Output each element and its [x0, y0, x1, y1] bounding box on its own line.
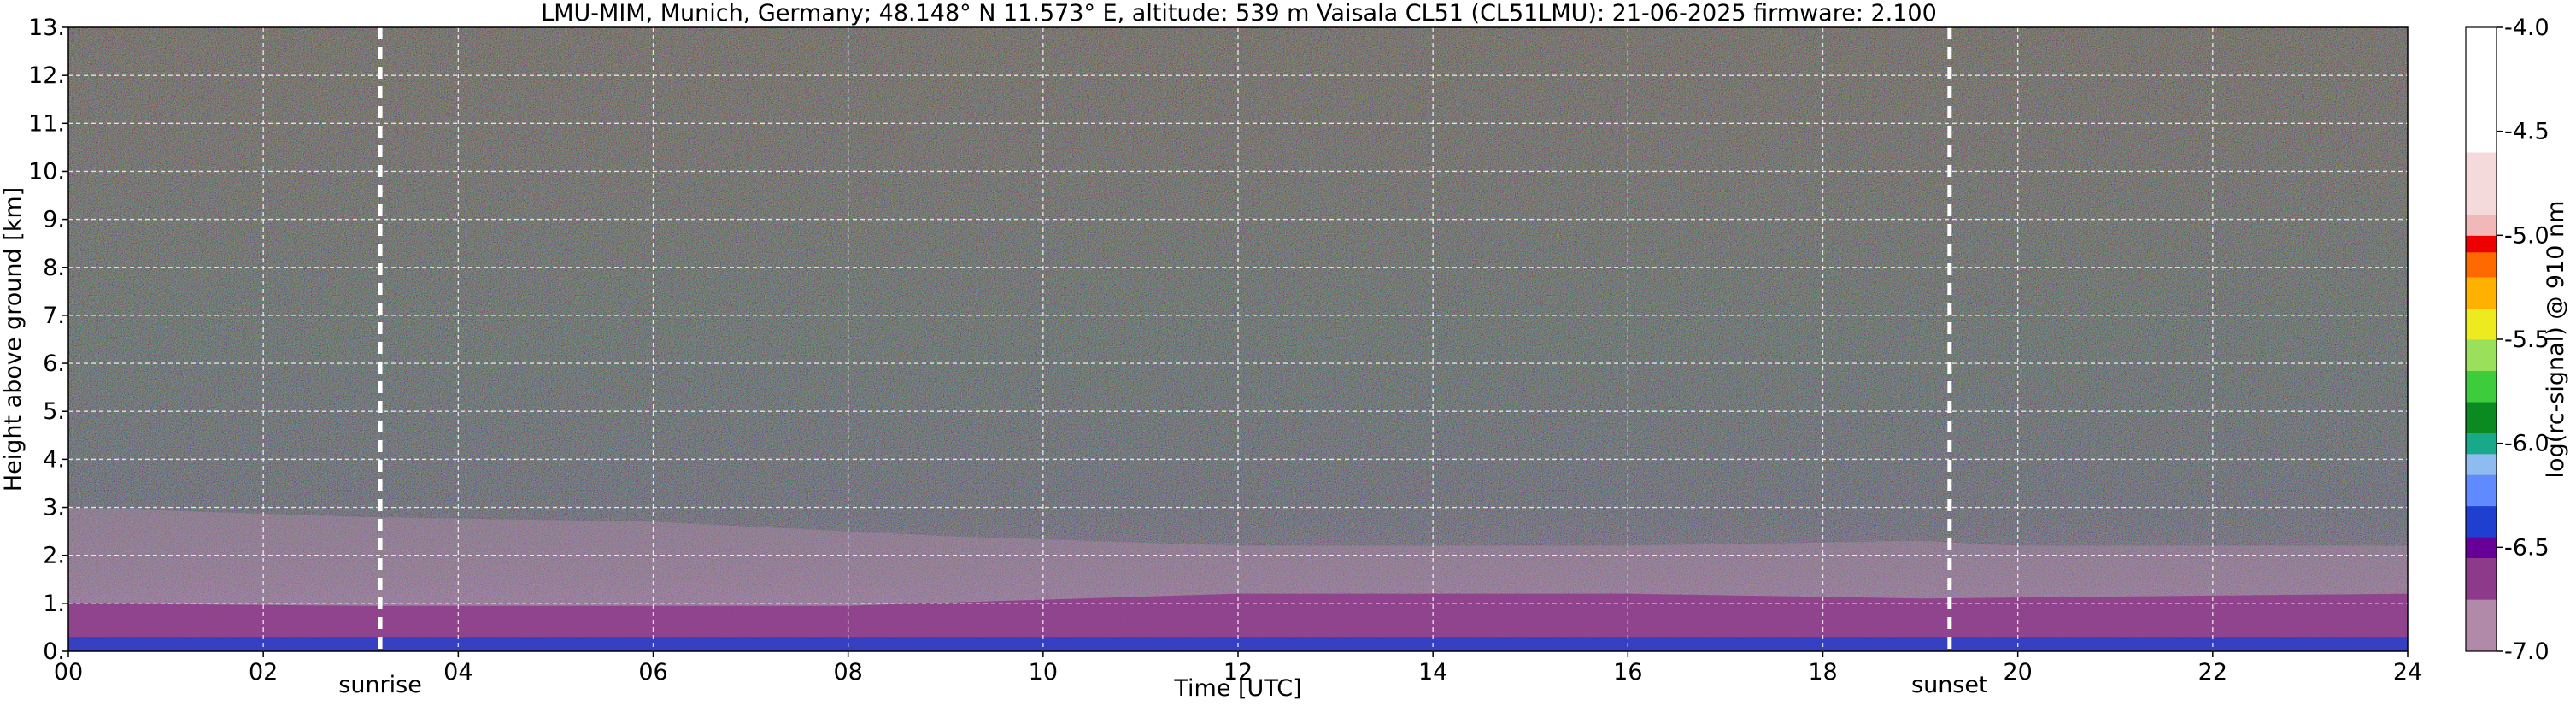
y-tick-label: 9.	[43, 207, 65, 233]
colorbar-swatch	[2466, 474, 2497, 507]
y-tick-label: 13.	[28, 15, 65, 41]
y-tick-label: 12.	[28, 62, 65, 89]
colorbar-tick-label: -4.0	[2504, 15, 2550, 41]
sun-marker-labels: sunrise sunset	[338, 672, 1987, 698]
y-tick-label: 1.	[43, 591, 65, 617]
colorbar-tick-label: -6.5	[2504, 534, 2550, 561]
colorbar-swatch	[2466, 557, 2497, 600]
y-tick-label: 3.	[43, 495, 65, 521]
x-tick-label: 18	[1808, 659, 1837, 685]
y-tick-label: 8.	[43, 255, 65, 281]
colorbar-swatch	[2466, 402, 2497, 433]
sunrise-label: sunrise	[338, 672, 422, 698]
colorbar-tick-label: -7.0	[2504, 638, 2550, 665]
y-axis: 0. 1. 2. 3. 4. 5. 6. 7. 8. 9. 10. 11. 12. 13.	[28, 15, 68, 665]
colorbar-label: log(rc-signal) @ 910 nm	[2543, 201, 2569, 479]
colorbar-swatch	[2466, 152, 2497, 215]
y-tick-label: 4.	[43, 446, 65, 473]
colorbar-swatch	[2466, 27, 2497, 153]
colorbar-swatch	[2466, 432, 2497, 455]
x-axis: 00 02 04 06 08 10 12 14 16 18 20 22 24	[54, 651, 2422, 685]
chart-title: LMU-MIM, Munich, Germany; 48.148° N 11.5…	[541, 0, 1937, 26]
y-tick-label: 7.	[43, 303, 65, 329]
colorbar-swatch	[2466, 251, 2497, 278]
y-tick-label: 2.	[43, 543, 65, 569]
y-tick-label: 6.	[43, 350, 65, 377]
colorbar-swatch	[2466, 370, 2497, 403]
x-tick-label: 22	[2198, 659, 2227, 685]
sunset-label: sunset	[1911, 672, 1988, 698]
x-tick-label: 06	[638, 659, 667, 685]
colorbar-swatch	[2466, 308, 2497, 340]
y-tick-label: 5.	[43, 398, 65, 425]
x-tick-label: 08	[833, 659, 862, 685]
colorbar-swatch	[2466, 505, 2497, 538]
x-tick-label: 10	[1029, 659, 1058, 685]
x-tick-label: 24	[2393, 659, 2422, 685]
x-tick-label: 12	[1223, 659, 1253, 685]
colorbar-swatch	[2466, 453, 2497, 475]
x-axis-label: Time [UTC]	[1173, 675, 1301, 702]
colorbar-swatch	[2466, 235, 2497, 253]
plot-area	[68, 27, 2408, 651]
x-tick-label: 20	[2003, 659, 2032, 685]
colorbar-tick-label: -5.5	[2504, 327, 2550, 353]
colorbar	[2466, 27, 2497, 652]
x-tick-label: 00	[54, 659, 83, 685]
colorbar-tick-label: -4.5	[2504, 119, 2550, 145]
y-tick-label: 10.	[28, 158, 65, 185]
colorbar-swatch	[2466, 537, 2497, 558]
y-tick-label: 11.	[28, 110, 65, 137]
x-tick-label: 04	[443, 659, 472, 685]
colorbar-swatch	[2466, 215, 2497, 236]
colorbar-swatch	[2466, 277, 2497, 309]
grid-lines	[68, 27, 2408, 651]
colorbar-tick-label: -5.0	[2504, 222, 2550, 249]
colorbar-tick-label: -6.0	[2504, 431, 2550, 457]
colorbar-ticks: -7.0 -6.5 -6.0 -5.5 -5.0 -4.5 -4.0	[2497, 15, 2550, 665]
sun-markers	[378, 27, 1952, 651]
x-tick-label: 02	[249, 659, 278, 685]
colorbar-swatch	[2466, 599, 2497, 652]
x-tick-label: 16	[1613, 659, 1642, 685]
y-tick-label: 0.	[43, 638, 65, 665]
y-axis-label: Height above ground [km]	[0, 187, 26, 491]
x-tick-label: 14	[1418, 659, 1447, 685]
colorbar-swatch	[2466, 339, 2497, 371]
